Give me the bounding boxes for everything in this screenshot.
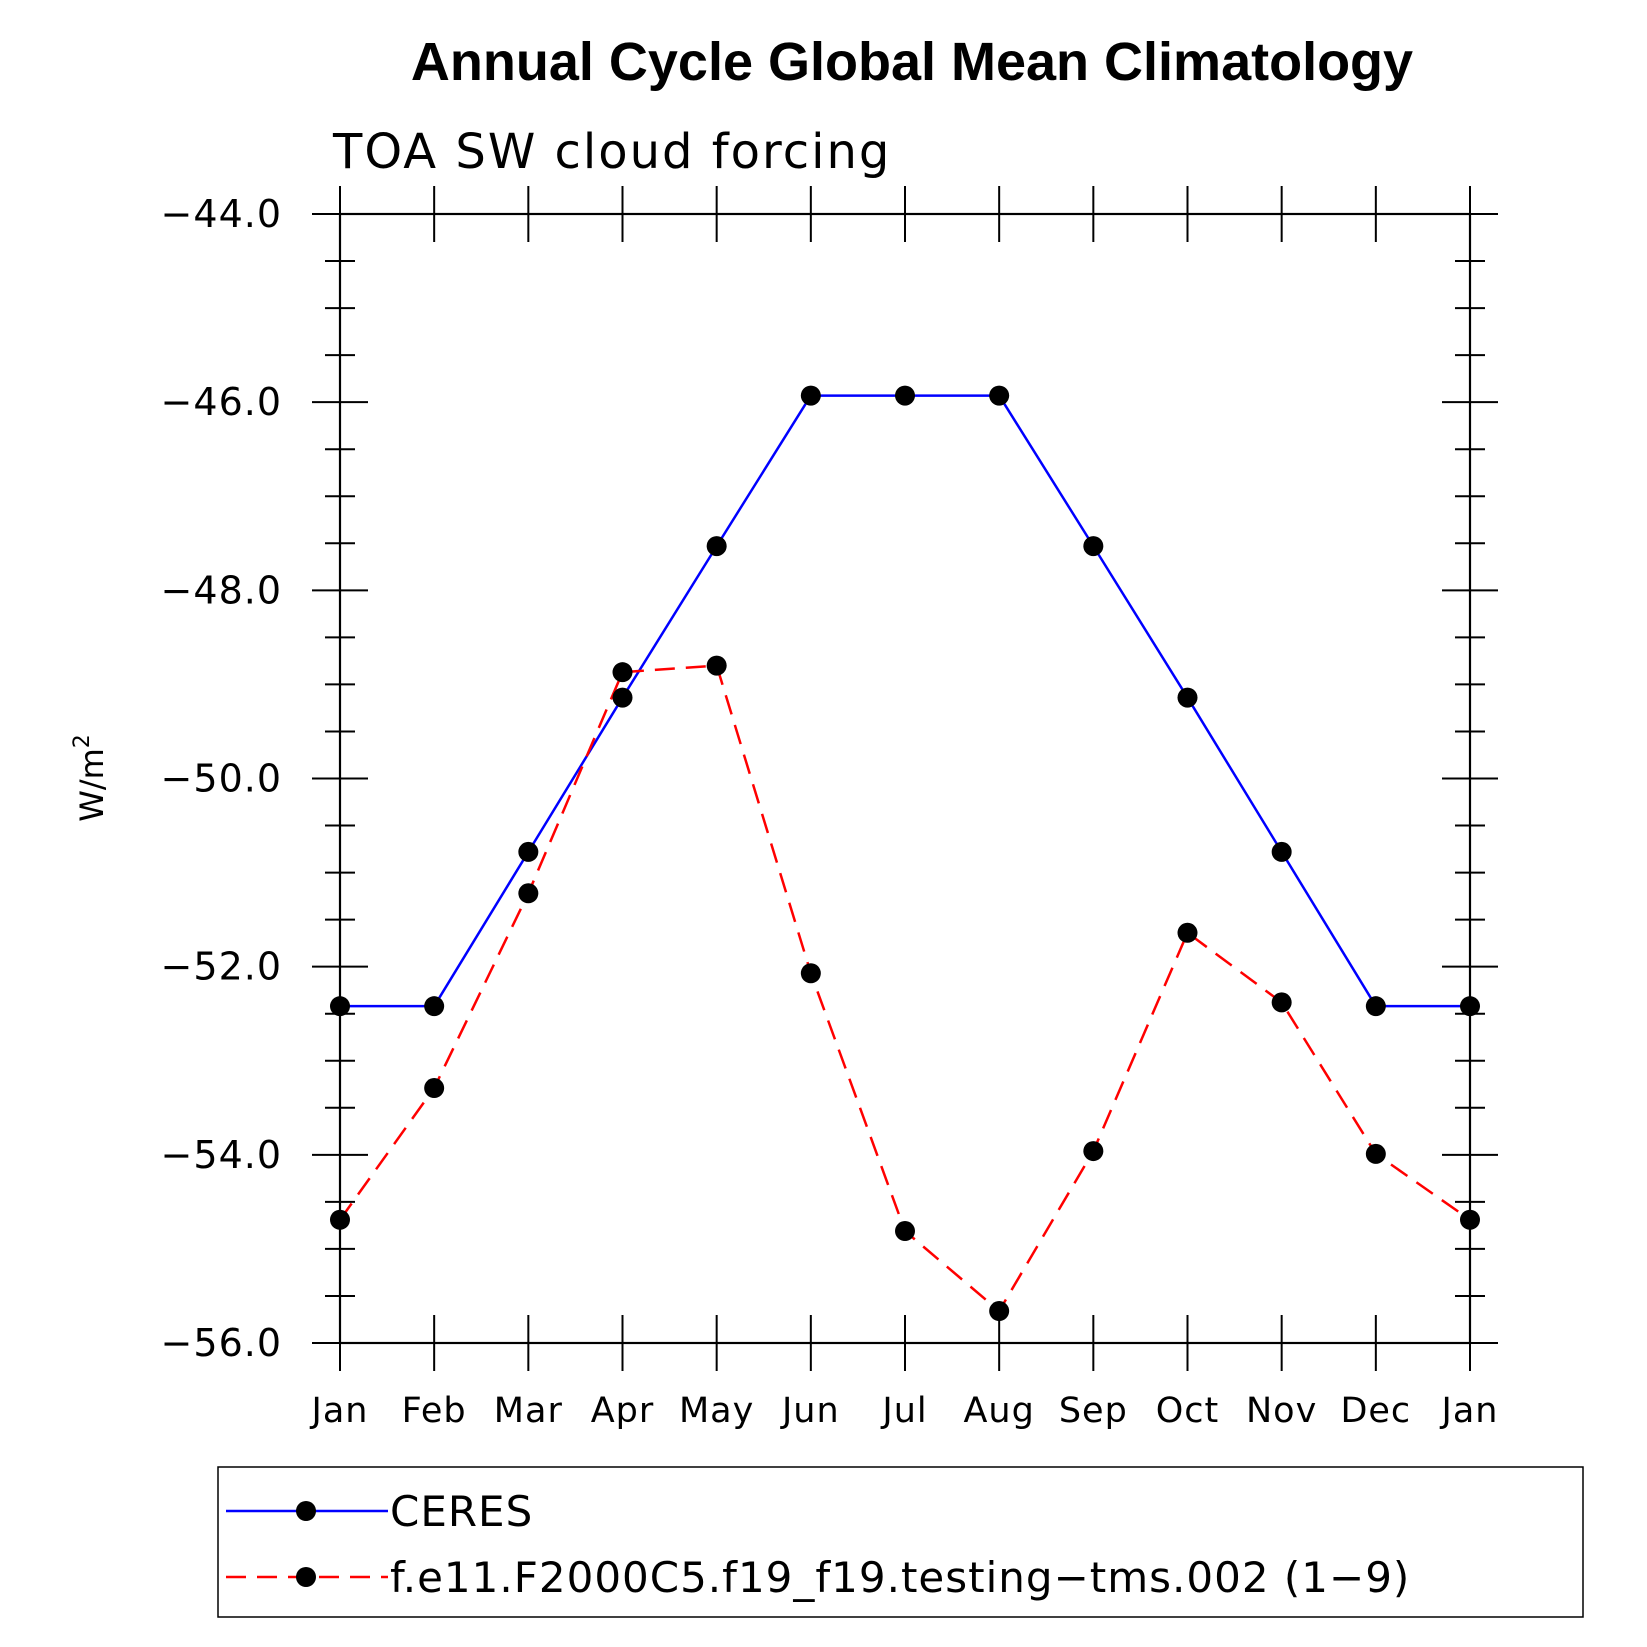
plot-frame	[338, 212, 1472, 1345]
x-tick-label: Nov	[1246, 1391, 1317, 1431]
y-axis-label: W/m2	[70, 734, 111, 822]
chart-subtitle: TOA SW cloud forcing	[332, 124, 891, 180]
series-1-point	[1271, 992, 1292, 1013]
y-tick-label: −56.0	[161, 1321, 282, 1365]
y-tick-label: −52.0	[161, 945, 282, 989]
legend-label-model: f.e11.F2000C5.f19_f19.testing−tms.002 (1…	[390, 1553, 1410, 1602]
series-line-0	[340, 394, 1470, 1008]
y-tick-labels: −44.0 −46.0 −48.0 −50.0 −52.0 −54.0 −56.0	[161, 192, 282, 1365]
x-tick-label: Mar	[494, 1391, 563, 1431]
series-layer	[330, 385, 1480, 1322]
x-tick-label: Oct	[1156, 1391, 1220, 1431]
series-line-1	[338, 664, 1471, 1313]
plot-axes	[312, 186, 1498, 1371]
y-tick-label: −54.0	[161, 1133, 282, 1177]
series-1-point	[989, 1301, 1010, 1322]
x-tick-label: Jan	[1440, 1391, 1499, 1431]
svg-text:W/m2: W/m2	[70, 734, 111, 822]
x-tick-label: Apr	[591, 1391, 655, 1431]
series-0-point	[1177, 687, 1198, 708]
series-1-point	[424, 1078, 445, 1099]
series-1-point	[800, 963, 821, 984]
y-tick-label: −46.0	[161, 380, 282, 424]
series-1-point	[895, 1221, 915, 1242]
x-tick-label: Dec	[1340, 1391, 1411, 1431]
x-tick-label: Feb	[402, 1391, 467, 1431]
series-0-point	[424, 996, 445, 1017]
legend-label-ceres: CERES	[390, 1487, 533, 1536]
y-tick-label: −44.0	[161, 192, 282, 236]
x-tick-label: Jun	[780, 1391, 840, 1431]
series-0-point	[895, 385, 915, 406]
series-1-point	[518, 883, 539, 904]
series-0-point	[989, 385, 1010, 406]
x-tick-label: May	[679, 1391, 754, 1431]
chart-title: Annual Cycle Global Mean Climatology	[411, 32, 1413, 92]
series-0-point	[518, 841, 539, 862]
series-1-point	[612, 662, 633, 683]
series-1-point	[1083, 1141, 1104, 1162]
legend: CERES f.e11.F2000C5.f19_f19.testing−tms.…	[217, 1466, 1584, 1618]
series-0-point	[706, 536, 727, 557]
series-0-point	[1083, 536, 1104, 557]
x-tick-labels: Jan Feb Mar Apr May Jun Jul Aug Sep Oct Nov Dec Jan	[310, 1391, 1499, 1431]
series-0-point	[800, 385, 821, 406]
series-0-point	[612, 687, 633, 708]
legend-box	[217, 1466, 1584, 1618]
series-1-point	[330, 1209, 350, 1230]
series-0-point	[330, 996, 350, 1017]
series-1-point	[1365, 1143, 1386, 1164]
legend-marker-model	[296, 1567, 316, 1587]
series-1-point	[706, 655, 727, 676]
y-axis-label-superscript: 2	[70, 734, 95, 748]
x-tick-label: Sep	[1059, 1391, 1128, 1431]
series-1-point	[1177, 922, 1198, 943]
x-tick-label: Jul	[880, 1391, 927, 1431]
series-1-point	[1460, 1209, 1480, 1230]
series-0-point	[1365, 996, 1386, 1017]
legend-marker-ceres	[296, 1501, 316, 1521]
y-axis-label-text: W/m	[73, 748, 111, 822]
series-0-point	[1460, 996, 1480, 1017]
y-tick-label: −50.0	[161, 757, 282, 801]
x-tick-label: Aug	[963, 1391, 1034, 1431]
series-0-point	[1271, 841, 1292, 862]
x-tick-label: Jan	[310, 1391, 369, 1431]
y-tick-label: −48.0	[161, 568, 282, 612]
